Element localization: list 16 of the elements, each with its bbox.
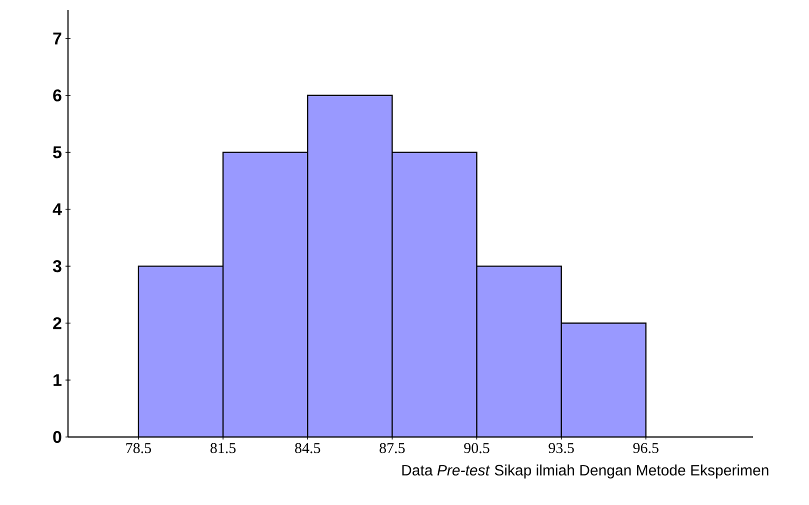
y-tick-label: 6	[53, 89, 62, 102]
y-tick-label: 4	[52, 203, 62, 216]
x-tick-label: 87.5	[380, 443, 405, 454]
x-tick-label: 96.5	[633, 443, 658, 454]
x-tick-label: 84.5	[295, 443, 320, 454]
y-tick-label: 5	[53, 146, 62, 158]
y-tick-label: 1	[54, 374, 62, 386]
y-tick-label: 0	[53, 430, 62, 444]
x-tick-label: 90.5	[464, 443, 490, 454]
y-tick-label: 3	[52, 260, 62, 272]
y-tick-label: 7	[53, 32, 62, 44]
x-axis-title: Data Pre-test Sikap ilmiah Dengan Metode Eksperimen	[402, 464, 768, 478]
x-tick-label: 81.5	[210, 443, 236, 454]
x-tick-label: 78.5	[126, 443, 152, 454]
x-tick-label: 93.5	[548, 443, 574, 454]
y-tick-label: 2	[53, 317, 62, 330]
